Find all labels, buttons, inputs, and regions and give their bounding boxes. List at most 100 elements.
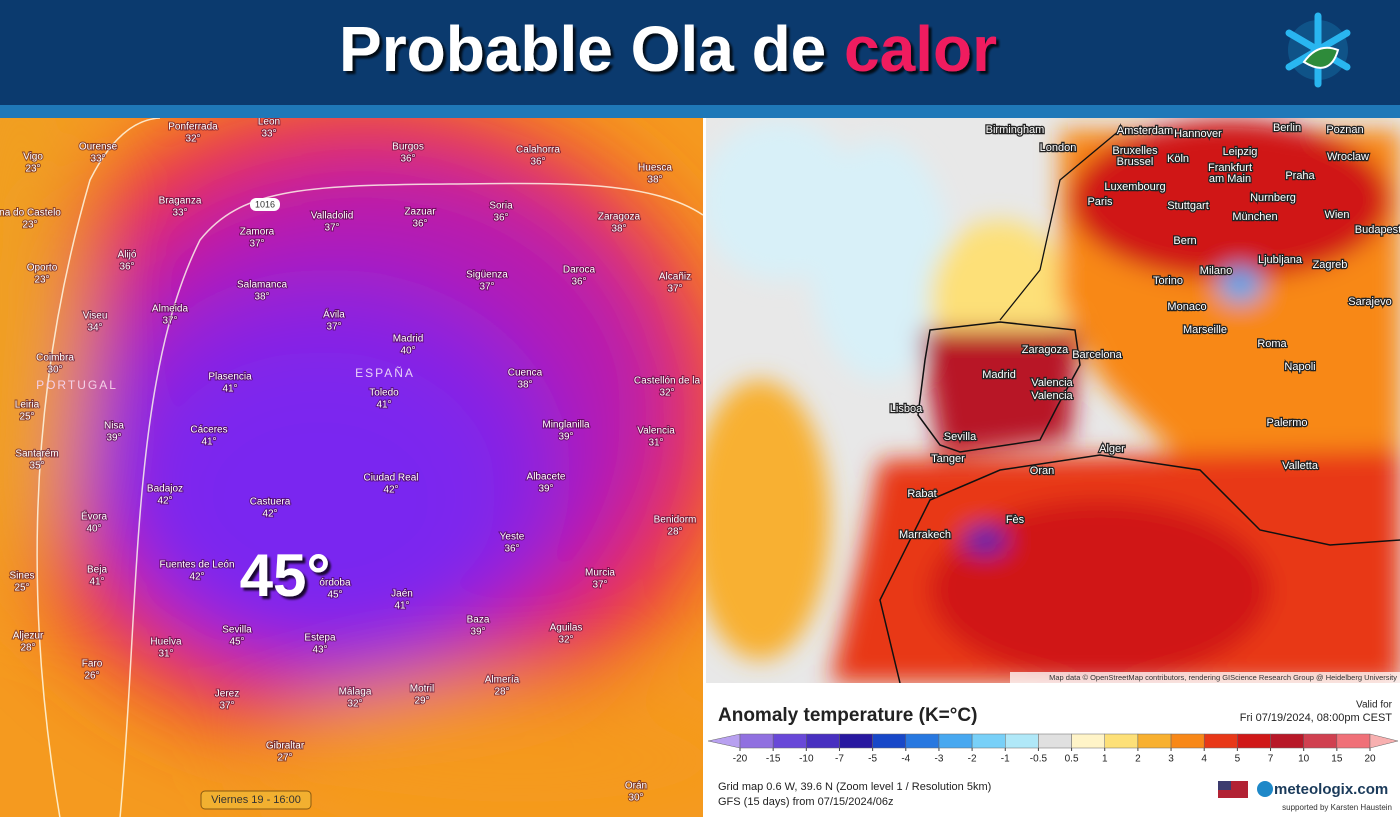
city-temp: 39° xyxy=(558,432,573,443)
city-name: na do Castelo xyxy=(0,208,61,219)
city-name: Monaco xyxy=(1167,301,1206,313)
city-temp: 30° xyxy=(628,793,643,804)
city-temp: 23° xyxy=(34,275,49,286)
color-swatch xyxy=(971,733,1006,749)
city-name: Zazuar xyxy=(404,207,436,218)
city-name: Milano xyxy=(1200,265,1232,277)
color-swatch xyxy=(1270,733,1304,749)
city-name: Toledo xyxy=(369,388,399,399)
city-name: Málaga xyxy=(339,687,372,698)
city-name: Faro xyxy=(82,659,103,670)
city-temp: 36° xyxy=(400,154,415,165)
city-name: Yeste xyxy=(500,532,525,543)
city-name: Castuera xyxy=(250,497,291,508)
valid-date: Fri 07/19/2024, 08:00pm CEST xyxy=(1240,712,1393,724)
header-strip xyxy=(0,105,1400,118)
city-temp: 37° xyxy=(162,316,177,327)
color-swatch xyxy=(772,733,807,749)
city-name: Soria xyxy=(489,201,513,212)
city-name: London xyxy=(1040,142,1077,154)
city-name: Palermo xyxy=(1267,417,1308,429)
city-name: Braganza xyxy=(159,196,202,207)
city-name: Almería xyxy=(485,675,520,686)
color-swatch xyxy=(938,733,973,749)
city-temp: 41° xyxy=(89,577,104,588)
city-temp: 45° xyxy=(327,590,342,601)
city-name: Sigüenza xyxy=(466,270,508,281)
city-name: München xyxy=(1232,211,1277,223)
city-temp: 31° xyxy=(648,438,663,449)
header-title: Probable Ola de calor xyxy=(339,13,997,85)
city-name: Aguilas xyxy=(550,623,583,634)
city-name: Valencia xyxy=(637,426,675,437)
city-temp: 38° xyxy=(611,224,626,235)
city-name: Budapest xyxy=(1355,224,1400,236)
logo xyxy=(1285,12,1351,88)
city-name: Leipzig xyxy=(1223,146,1258,158)
tick-label: 4 xyxy=(1201,754,1207,765)
title-highlight: calor xyxy=(844,13,997,85)
city-name: Jerez xyxy=(215,689,239,700)
tick-label: -1 xyxy=(1001,754,1010,765)
city-name: Sarajevo xyxy=(1348,296,1391,308)
city-name: Huelva xyxy=(150,637,182,648)
city-temp: 26° xyxy=(84,671,99,682)
city-name: Valladolid xyxy=(311,211,354,222)
city-temp: 37° xyxy=(219,701,234,712)
city-name: Fès xyxy=(1006,514,1025,526)
city-name: Valletta xyxy=(1282,460,1319,472)
brand: meteologix.com xyxy=(1274,781,1388,798)
grid-info: Grid map 0.6 W, 39.6 N (Zoom level 1 / R… xyxy=(718,781,991,793)
city-name: Castellón de la xyxy=(634,376,701,387)
tick-label: 10 xyxy=(1298,754,1310,765)
valid-label: Valid for xyxy=(1356,700,1393,711)
city-name: Huesca xyxy=(638,163,672,174)
left-map: 1016 PORTUGAL ESPAÑA Leon33°Ponferrada32… xyxy=(0,118,703,817)
color-swatch xyxy=(1170,733,1205,749)
city-temp: 36° xyxy=(412,219,427,230)
city-temp: 32° xyxy=(558,635,573,646)
city-temp: 41° xyxy=(394,601,409,612)
city-name: Ponferrada xyxy=(168,122,218,133)
city-temp: 39° xyxy=(470,627,485,638)
city-name: Brussel xyxy=(1117,156,1154,168)
tick-label: -0.5 xyxy=(1030,754,1048,765)
city-name: Coimbra xyxy=(36,353,74,364)
city-name: Vigo xyxy=(23,152,43,163)
color-swatch xyxy=(1071,733,1105,749)
color-swatch xyxy=(1104,733,1139,749)
city-labels: Birmingham London Amsterdam Hannover Berlin P… xyxy=(889,121,1400,543)
city-name: Luxembourg xyxy=(1104,181,1165,193)
city-name: Madrid xyxy=(982,369,1016,381)
legend-panel xyxy=(706,683,1400,817)
city-name: am Main xyxy=(1209,173,1251,185)
tick-label: -5 xyxy=(868,754,877,765)
city-temp: 43° xyxy=(312,645,327,656)
city-name: Salamanca xyxy=(237,280,287,291)
city-temp: 25° xyxy=(14,583,29,594)
city-name: Murcia xyxy=(585,568,615,579)
color-swatch xyxy=(806,733,840,749)
city-temp: 34° xyxy=(87,323,102,334)
city-temp: 37° xyxy=(592,580,607,591)
city-name: Sevilla xyxy=(222,625,252,636)
city-temp: 42° xyxy=(383,485,398,496)
tick-label: 5 xyxy=(1235,754,1241,765)
pressure-label: 1016 xyxy=(255,199,275,209)
city-temp: 42° xyxy=(189,572,204,583)
city-name: Rabat xyxy=(907,488,936,500)
city-name: Barcelona xyxy=(1072,349,1122,361)
city-name: Valencia xyxy=(1031,390,1073,402)
city-name: Stuttgart xyxy=(1167,200,1209,212)
city-name: Oporto xyxy=(27,263,58,274)
city-temp: 30° xyxy=(47,365,62,376)
city-temp: 28° xyxy=(667,527,682,538)
tick-label: -2 xyxy=(968,754,977,765)
city-temp: 38° xyxy=(254,292,269,303)
color-swatch xyxy=(839,733,873,749)
city-name: Bern xyxy=(1173,235,1196,247)
city-temp: 33° xyxy=(172,208,187,219)
city-name: Oran xyxy=(1030,465,1054,477)
city-name: Napoli xyxy=(1284,361,1315,373)
